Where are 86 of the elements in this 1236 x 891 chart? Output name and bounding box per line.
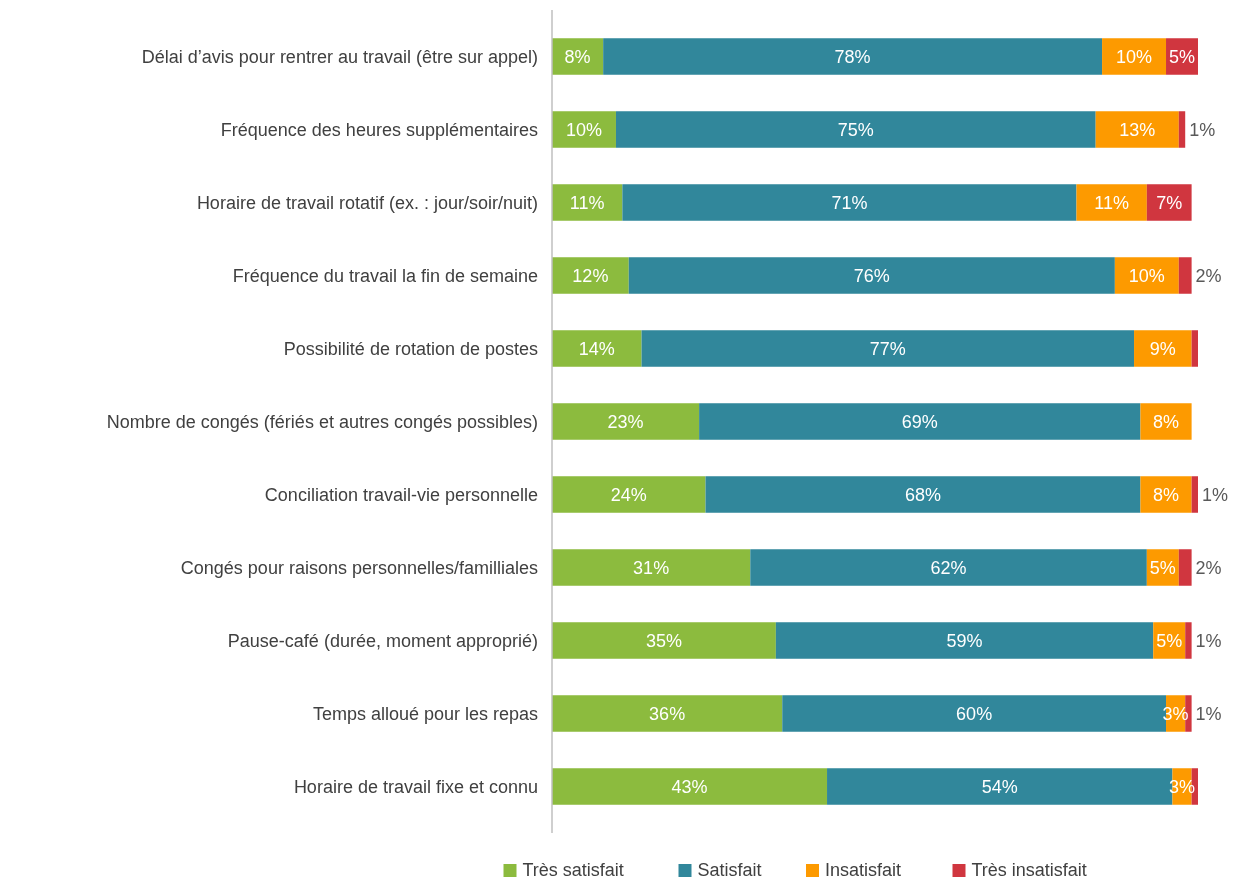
legend-label: Très satisfait <box>522 860 624 880</box>
y-tick-label: Fréquence des heures supplémentaires <box>220 119 538 140</box>
bar <box>1114 257 1179 294</box>
bar <box>1095 111 1179 148</box>
bar <box>641 330 1135 367</box>
data-label: 75% <box>837 119 874 140</box>
data-label: 5% <box>1169 46 1196 67</box>
data-label: 77% <box>869 338 906 359</box>
data-label: 23% <box>607 411 644 432</box>
bar <box>552 622 776 659</box>
y-tick-label: Horaire de travail rotatif (ex. : jour/soir/nuit) <box>196 192 538 213</box>
data-label: 71% <box>831 192 868 213</box>
data-label: 5% <box>1156 630 1183 651</box>
data-label: 10% <box>1116 46 1153 67</box>
y-tick-label: Horaire de travail fixe et connu <box>293 776 538 797</box>
bar <box>552 403 700 440</box>
bar <box>1140 403 1192 440</box>
legend-label: Insatisfait <box>825 860 902 880</box>
y-tick-label: Congés pour raisons personnelles/familliales <box>180 557 538 578</box>
data-label: 1% <box>1195 703 1222 724</box>
bar <box>622 184 1077 221</box>
data-label: 10% <box>565 119 602 140</box>
bar <box>699 403 1141 440</box>
data-label: 1% <box>1202 484 1229 505</box>
y-tick-label: Pause-café (durée, moment approprié) <box>227 630 538 651</box>
bar <box>775 622 1154 659</box>
data-label: 14% <box>578 338 615 359</box>
bar <box>705 476 1141 513</box>
data-label: 8% <box>1153 411 1180 432</box>
bar <box>1191 476 1198 513</box>
data-label: 11% <box>569 192 605 213</box>
bar <box>552 184 623 221</box>
data-label: 24% <box>610 484 647 505</box>
bar <box>1191 330 1198 367</box>
bar <box>1102 38 1167 75</box>
legend-label: Très insatisfait <box>971 860 1087 880</box>
data-label: 1% <box>1189 119 1216 140</box>
y-tick-label: Fréquence du travail la fin de semaine <box>232 265 538 286</box>
data-label: 2% <box>1195 557 1222 578</box>
bar <box>1140 476 1192 513</box>
y-tick-label: Nombre de congés (fériés et autres congés possibles) <box>106 411 538 432</box>
bar <box>1178 257 1192 294</box>
bar <box>552 330 642 367</box>
y-tick-label: Temps alloué pour les repas <box>312 703 538 724</box>
bar <box>552 768 828 805</box>
data-label: 2% <box>1195 265 1222 286</box>
data-label: 59% <box>946 630 983 651</box>
data-label: 60% <box>956 703 993 724</box>
bar <box>750 549 1147 586</box>
data-label: 78% <box>834 46 871 67</box>
bar <box>1076 184 1147 221</box>
bar <box>628 257 1115 294</box>
data-label: 54% <box>981 776 1018 797</box>
data-label: 7% <box>1156 192 1183 213</box>
y-tick-label: Conciliation travail-vie personnelle <box>264 484 538 505</box>
data-label: 12% <box>572 265 609 286</box>
data-label: 8% <box>1153 484 1180 505</box>
legend-label: Satisfait <box>697 860 762 880</box>
bar <box>1185 622 1192 659</box>
y-tick-label: Délai d’avis pour rentrer au travail (être sur appel) <box>141 46 538 67</box>
bar <box>552 549 751 586</box>
bar <box>1146 184 1192 221</box>
data-label: 8% <box>564 46 591 67</box>
data-label: 36% <box>649 703 686 724</box>
data-label: 11% <box>1094 192 1130 213</box>
data-label: 13% <box>1119 119 1156 140</box>
bar <box>615 111 1096 148</box>
data-label: 62% <box>930 557 967 578</box>
data-label: 69% <box>901 411 938 432</box>
data-label: 43% <box>671 776 708 797</box>
data-label: 1% <box>1195 630 1222 651</box>
data-label: 31% <box>633 557 670 578</box>
bar <box>552 257 629 294</box>
bar <box>552 476 706 513</box>
bar <box>1178 549 1192 586</box>
y-tick-label: Possibilité de rotation de postes <box>283 338 538 359</box>
data-label: 76% <box>853 265 890 286</box>
bar <box>603 38 1103 75</box>
bar <box>1134 330 1192 367</box>
bar <box>1178 111 1186 148</box>
data-label: 5% <box>1149 557 1176 578</box>
data-label: 68% <box>904 484 941 505</box>
bar <box>552 695 783 732</box>
data-label: 10% <box>1128 265 1165 286</box>
data-label: 9% <box>1149 338 1176 359</box>
data-label: 35% <box>645 630 682 651</box>
